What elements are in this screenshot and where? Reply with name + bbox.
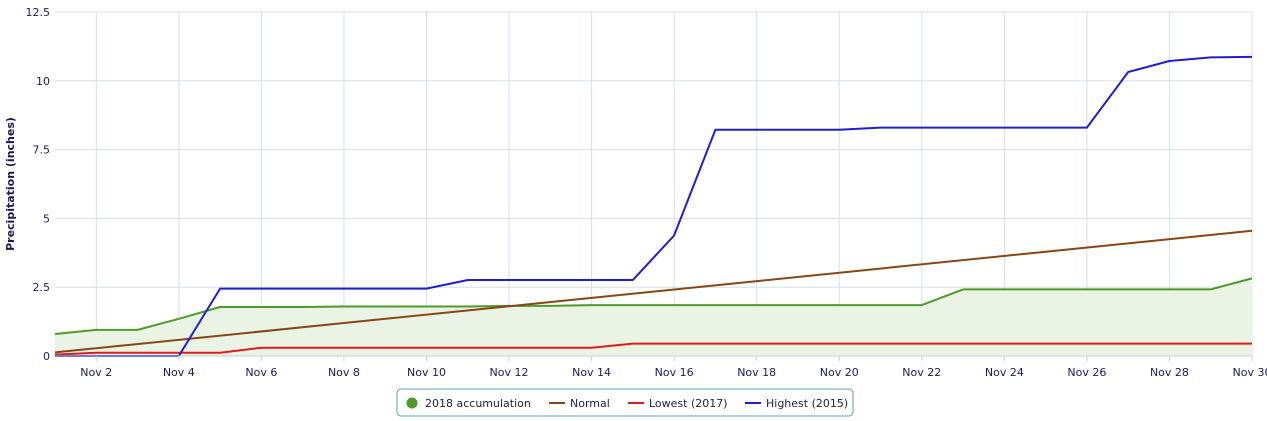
legend-box (396, 388, 854, 417)
y-axis-title: Precipitation (inches) (4, 117, 17, 251)
y-tick-label: 5 (43, 212, 50, 225)
x-tick-label: Nov 10 (407, 366, 446, 379)
x-tick-label: Nov 12 (490, 366, 529, 379)
legend: 2018 accumulation Normal Lowest (2017) High… (396, 388, 854, 417)
x-tick-label: Nov 4 (163, 366, 195, 379)
series-line-2 (54, 342, 1252, 356)
x-axis-ticks: Nov 2 Nov 4 Nov 6 Nov 8 Nov 10 Nov 12 Nov 14 No… (80, 356, 1267, 379)
x-tick-label: Nov 24 (985, 366, 1024, 379)
y-axis-ticks: 0 2.5 5 7.5 10 12.5 (26, 6, 51, 363)
x-tick-label: Nov 14 (572, 366, 611, 379)
x-tick-label: Nov 6 (245, 366, 277, 379)
legend-item[interactable]: Lowest (2017) (649, 397, 728, 410)
x-tick-label: Nov 30 (1233, 366, 1267, 379)
y-tick-label: 2.5 (33, 281, 51, 294)
series-area-fill (55, 278, 1252, 356)
y-tick-label: 12.5 (26, 6, 51, 19)
x-tick-label: Nov 18 (737, 366, 776, 379)
x-tick-label: Nov 28 (1150, 366, 1189, 379)
series-line-1 (54, 229, 1253, 354)
x-tick-label: Nov 16 (655, 366, 694, 379)
series-line-0 (54, 277, 1253, 335)
x-tick-label: Nov 26 (1067, 366, 1106, 379)
series-line-3 (55, 55, 1253, 357)
lines-layer (54, 55, 1253, 357)
legend-item[interactable]: Highest (2015) (766, 397, 848, 410)
y-tick-label: 0 (43, 350, 50, 363)
area-layer (55, 278, 1252, 356)
legend-item[interactable]: 2018 accumulation (425, 397, 531, 410)
x-tick-label: Nov 22 (902, 366, 941, 379)
grid (55, 11, 1253, 357)
legend-item[interactable]: Normal (570, 397, 610, 410)
x-tick-label: Nov 8 (328, 366, 360, 379)
x-tick-label: Nov 2 (80, 366, 112, 379)
y-tick-label: 7.5 (33, 144, 51, 157)
x-tick-label: Nov 20 (820, 366, 859, 379)
y-tick-label: 10 (36, 75, 50, 88)
legend-marker (406, 397, 418, 409)
